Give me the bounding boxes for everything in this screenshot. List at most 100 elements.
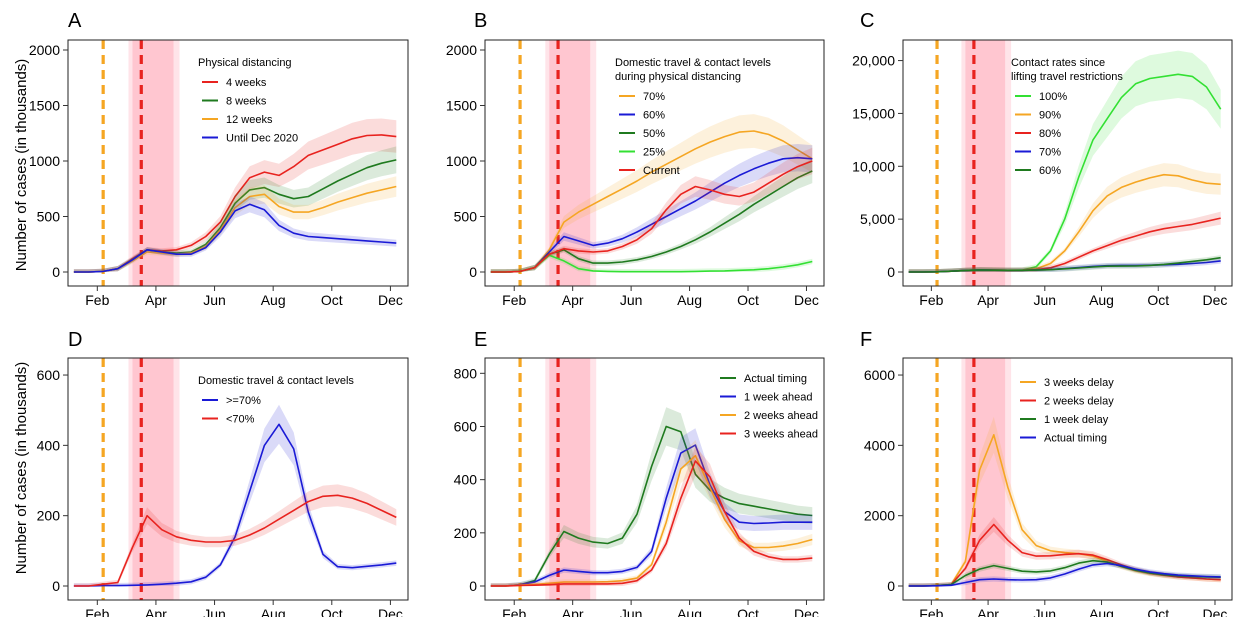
x-tick-label: Feb xyxy=(919,606,943,617)
legend-label: 90% xyxy=(1039,110,1061,122)
x-tick-label: Apr xyxy=(977,606,999,617)
series-line xyxy=(490,460,813,587)
x-tick-label: Apr xyxy=(977,292,999,308)
legend-label: 100% xyxy=(1039,91,1067,103)
distancing-band xyxy=(549,358,591,600)
legend-label: Actual timing xyxy=(744,373,807,385)
x-tick-label: Aug xyxy=(261,292,286,308)
y-axis-label-bottom: Number of cases (in thousands) xyxy=(13,362,30,575)
x-tick-label: Aug xyxy=(677,606,702,617)
y-tick-label: 0 xyxy=(887,264,895,280)
panel-letter: D xyxy=(68,329,82,351)
y-tick-label: 200 xyxy=(37,508,61,524)
plot-frame xyxy=(67,39,409,287)
ci-band xyxy=(490,252,813,272)
y-tick-label: 600 xyxy=(37,367,61,383)
y-tick-label: 500 xyxy=(37,209,61,225)
series-line xyxy=(490,425,813,587)
legend-label: 1 week ahead xyxy=(744,392,813,404)
y-tick-label: 6000 xyxy=(864,367,895,383)
legend-title: Physical distancing xyxy=(198,57,292,69)
series-line xyxy=(908,559,1221,587)
legend-label: 3 weeks ahead xyxy=(744,429,818,441)
x-tick-label: Jun xyxy=(203,292,226,308)
y-tick-label: 1000 xyxy=(29,153,60,169)
x-tick-label: Oct xyxy=(737,292,759,308)
legend-label: 12 weeks xyxy=(226,114,273,126)
x-tick-label: Jun xyxy=(620,292,643,308)
series-line xyxy=(490,160,813,273)
ci-band xyxy=(908,258,1221,272)
series-line xyxy=(73,423,397,587)
plot-frame xyxy=(902,357,1233,601)
distancing-band xyxy=(132,358,174,600)
ci-band xyxy=(73,176,397,272)
y-tick-label: 2000 xyxy=(446,42,477,58)
y-tick-label: 200 xyxy=(454,525,478,541)
x-tick-label: Feb xyxy=(85,606,109,617)
series-line xyxy=(490,444,813,587)
y-tick-label: 600 xyxy=(454,418,478,434)
ci-band xyxy=(908,416,1221,586)
y-tick-label: 15,000 xyxy=(852,105,895,121)
x-tick-label: Apr xyxy=(145,292,167,308)
x-tick-label: Oct xyxy=(737,606,759,617)
x-tick-label: Apr xyxy=(562,606,584,617)
legend-label: 3 weeks delay xyxy=(1044,377,1114,389)
ci-band xyxy=(73,146,397,272)
x-tick-label: Dec xyxy=(1203,292,1228,308)
legend-title: lifting travel restrictions xyxy=(1011,71,1123,83)
y-tick-label: 0 xyxy=(469,264,477,280)
legend-label: 1 week delay xyxy=(1044,414,1109,426)
x-tick-label: Jun xyxy=(203,606,226,617)
legend-label: 80% xyxy=(1039,128,1061,140)
ci-band xyxy=(490,158,813,272)
x-tick-label: Oct xyxy=(1147,606,1169,617)
ci-band xyxy=(908,50,1221,272)
panel-letter: E xyxy=(474,329,487,351)
y-tick-label: 400 xyxy=(454,472,478,488)
y-tick-label: 5,000 xyxy=(860,211,895,227)
legend-label: 2 weeks delay xyxy=(1044,396,1114,408)
x-tick-label: Dec xyxy=(378,292,403,308)
legend: Actual timing 1 week ahead 2 weeks ahead 3 … xyxy=(720,373,818,441)
panel-letter: B xyxy=(474,10,487,32)
legend-title: Domestic travel & contact levels xyxy=(198,375,354,387)
ci-band xyxy=(490,428,813,586)
ci-band xyxy=(908,163,1221,272)
x-tick-label: Jun xyxy=(1034,606,1057,617)
ci-band xyxy=(908,557,1221,586)
x-tick-label: Aug xyxy=(677,292,702,308)
panel-letter: F xyxy=(860,329,872,351)
x-tick-label: Oct xyxy=(321,292,343,308)
y-tick-label: 4000 xyxy=(864,437,895,453)
y-tick-label: 0 xyxy=(887,578,895,594)
ci-band xyxy=(73,196,397,272)
legend-label: 60% xyxy=(643,110,665,122)
y-tick-label: 10,000 xyxy=(852,158,895,174)
legend-label: 8 weeks xyxy=(226,96,267,108)
panel-letter: A xyxy=(68,10,82,32)
legend-label: 4 weeks xyxy=(226,77,267,89)
legend: Domestic travel & contact levels >=70% <70… xyxy=(198,375,354,426)
distancing-band xyxy=(965,40,1006,286)
x-tick-label: Aug xyxy=(261,606,286,617)
plot-frame xyxy=(484,39,825,287)
panel-a: A 0 500 1000 1500 2000 Feb Apr Jun Aug Oct Dec Physi… xyxy=(29,10,409,308)
legend-title: Domestic travel & contact levels xyxy=(615,57,771,69)
series-line xyxy=(908,562,1221,587)
panel-c: C 0 5,000 10,000 15,000 20,000 Feb Apr Jun Aug Oct… xyxy=(852,10,1233,308)
legend-label: <70% xyxy=(226,414,255,426)
legend-label: Actual timing xyxy=(1044,433,1107,445)
y-tick-label: 400 xyxy=(37,437,61,453)
series-line xyxy=(490,130,813,273)
y-tick-label: 1000 xyxy=(446,153,477,169)
x-tick-label: Apr xyxy=(145,606,167,617)
x-tick-label: Feb xyxy=(502,606,526,617)
y-tick-label: 20,000 xyxy=(852,53,895,69)
legend-label: 70% xyxy=(1039,147,1061,159)
legend-label: Current xyxy=(643,165,680,177)
y-axis-label-top: Number of cases (in thousands) xyxy=(13,59,30,272)
y-tick-label: 0 xyxy=(52,578,60,594)
